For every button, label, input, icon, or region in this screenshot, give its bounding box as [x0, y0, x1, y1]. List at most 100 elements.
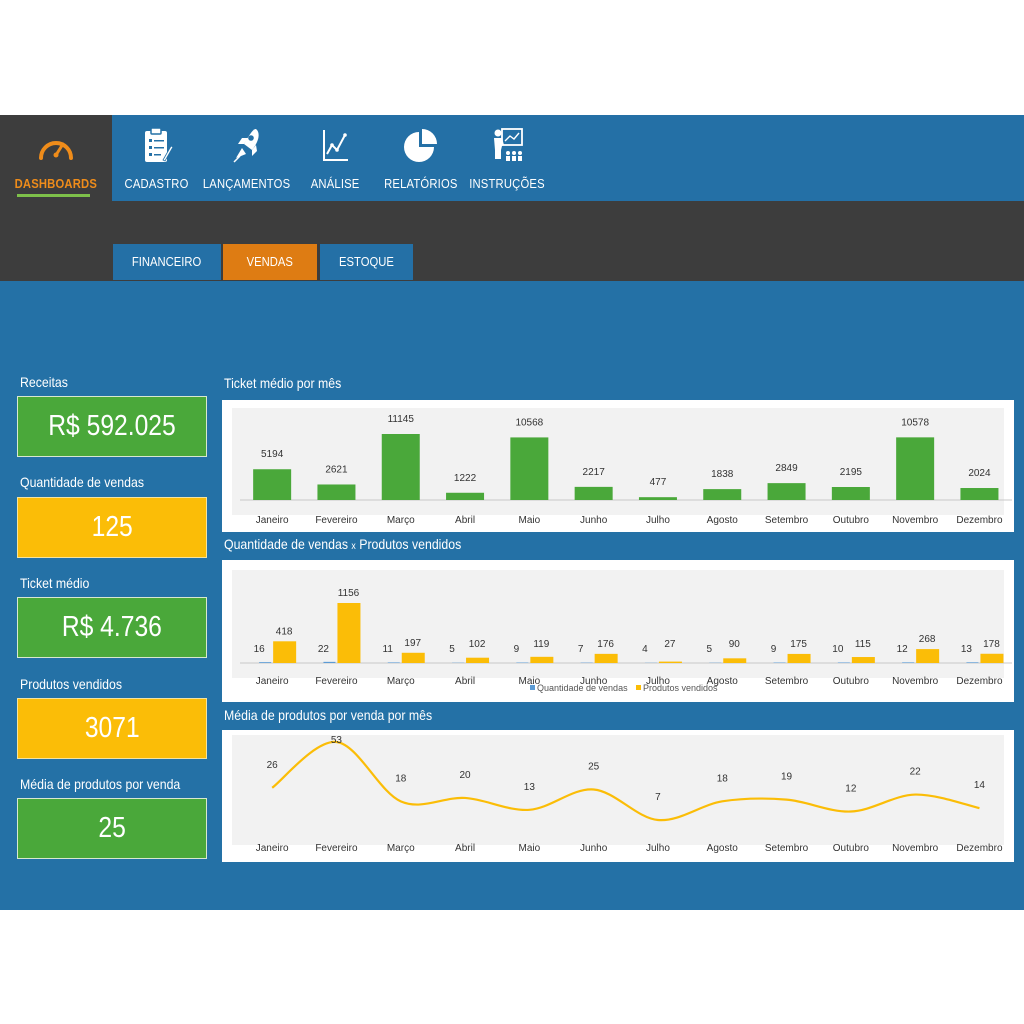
data-label: 119: [533, 639, 549, 650]
nav-label: LANÇAMENTOS: [203, 177, 291, 191]
kpi-label-media-produtos: Média de produtos por venda: [20, 776, 181, 792]
nav-label: ANÁLISE: [310, 177, 360, 191]
bar: [317, 484, 356, 500]
data-label: 102: [469, 639, 486, 650]
tick-label: Agosto: [707, 515, 739, 526]
kpi-label-ticket-medio: Ticket médio: [20, 575, 90, 591]
data-label: 1222: [454, 473, 477, 484]
kpi-label-quantidade-vendas: Quantidade de vendas: [20, 474, 144, 490]
tick-label: Julho: [646, 676, 670, 687]
tick-label: Agosto: [707, 676, 739, 687]
data-label: 12: [897, 644, 909, 655]
plot-area: [232, 570, 1004, 678]
nav-label: RELATÓRIOS: [384, 177, 458, 191]
chart-title-media-produtos: Média de produtos por venda por mês: [224, 707, 433, 723]
bar-produtos-vendidos: [337, 603, 361, 663]
tick-label: Setembro: [765, 515, 809, 526]
kpi-value: 125: [91, 511, 133, 543]
sub-tab-bar: FINANCEIRO VENDAS ESTOQUE: [0, 201, 1024, 281]
data-label: 14: [974, 780, 986, 791]
bar: [896, 437, 935, 500]
nav-label: INSTRUÇÕES: [469, 177, 545, 191]
data-label: 4: [642, 644, 648, 655]
legend-label: Produtos vendidos: [643, 683, 718, 693]
bar: [703, 489, 742, 500]
data-label: 178: [983, 639, 1000, 650]
data-label: 18: [395, 773, 407, 784]
tick-label: Dezembro: [956, 515, 1003, 526]
data-label: 27: [664, 639, 676, 650]
tick-label: Setembro: [765, 843, 809, 854]
bar: [638, 497, 677, 500]
line-chart-icon: [313, 124, 357, 168]
tick-label: Dezembro: [956, 843, 1003, 854]
tick-label: Fevereiro: [315, 515, 358, 526]
data-label: 7: [578, 644, 584, 655]
presentation-icon: [485, 124, 529, 168]
bar: [960, 488, 999, 500]
tick-label: Maio: [519, 676, 541, 687]
chart-vendas-produtos-svg: 16 418 Janeiro 22 1156 Fevereiro 11 197 Março 5 10…: [232, 570, 1012, 693]
nav-label: CADASTRO: [125, 177, 189, 191]
data-label: 197: [404, 638, 421, 649]
tick-label: Abril: [455, 515, 475, 526]
nav-item-lancamentos[interactable]: LANÇAMENTOS: [203, 115, 291, 201]
data-label: 13: [524, 782, 536, 793]
data-label: 5: [706, 644, 712, 655]
tick-label: Agosto: [707, 843, 739, 854]
data-label: 11: [383, 644, 394, 655]
nav-item-relatorios[interactable]: RELATÓRIOS: [383, 115, 459, 201]
data-label: 5: [449, 644, 455, 655]
tick-label: Fevereiro: [315, 843, 358, 854]
bar: [574, 486, 613, 500]
tab-financeiro[interactable]: FINANCEIRO: [113, 244, 221, 280]
data-label: 16: [254, 644, 266, 655]
nav-item-analise[interactable]: ANÁLISE: [305, 115, 365, 201]
data-label: 1156: [338, 588, 360, 599]
speedometer-icon: [34, 124, 78, 168]
data-label: 22: [910, 767, 922, 778]
bar-quantidade-vendas: [323, 661, 336, 663]
data-label: 176: [597, 639, 614, 650]
bar-produtos-vendidos: [401, 652, 425, 663]
kpi-media-produtos: 25: [17, 798, 207, 859]
nav-label: DASHBOARDS: [14, 177, 98, 191]
tick-label: Setembro: [765, 676, 809, 687]
nav-item-dashboards[interactable]: DASHBOARDS: [0, 115, 112, 201]
bar-produtos-vendidos: [723, 658, 747, 663]
tick-label: Maio: [519, 515, 541, 526]
bar: [831, 487, 870, 500]
pie-chart-icon: [399, 124, 443, 168]
chart-media-produtos-svg: 26 Janeiro 53 Fevereiro 18 Março 20 Abril 13 Maio…: [232, 735, 1004, 854]
tick-label: Janeiro: [256, 515, 289, 526]
bar-produtos-vendidos: [916, 649, 940, 663]
bar-produtos-vendidos: [530, 656, 554, 663]
legend-swatch: [636, 685, 641, 690]
data-label: 2849: [775, 463, 798, 474]
data-label: 22: [318, 644, 330, 655]
chart-ticket-medio: 5194 Janeiro 2621 Fevereiro 11145 Março 1222 Ab…: [222, 400, 1014, 532]
nav-item-cadastro[interactable]: CADASTRO: [125, 115, 189, 201]
data-label: 418: [276, 626, 293, 637]
chart-title-ticket-medio: Ticket médio por mês: [224, 375, 342, 391]
bar-produtos-vendidos: [787, 653, 811, 663]
tab-vendas[interactable]: VENDAS: [223, 244, 317, 280]
bar-produtos-vendidos: [594, 653, 618, 663]
data-label: 53: [331, 735, 343, 746]
bar-produtos-vendidos: [851, 657, 875, 663]
bar: [510, 437, 549, 500]
kpi-value: 25: [98, 812, 126, 844]
tab-estoque[interactable]: ESTOQUE: [320, 244, 413, 280]
tick-label: Março: [387, 515, 415, 526]
title-part: x: [351, 541, 356, 552]
data-label: 25: [588, 761, 600, 772]
tick-label: Maio: [519, 843, 541, 854]
data-label: 9: [771, 644, 777, 655]
data-label: 175: [790, 639, 807, 650]
data-label: 2217: [583, 467, 606, 478]
kpi-value: R$ 592.025: [48, 410, 176, 442]
kpi-label-receitas: Receitas: [20, 374, 68, 390]
nav-item-instrucoes[interactable]: INSTRUÇÕES: [469, 115, 545, 201]
bar-produtos-vendidos: [273, 641, 297, 663]
legend-swatch: [530, 685, 535, 690]
